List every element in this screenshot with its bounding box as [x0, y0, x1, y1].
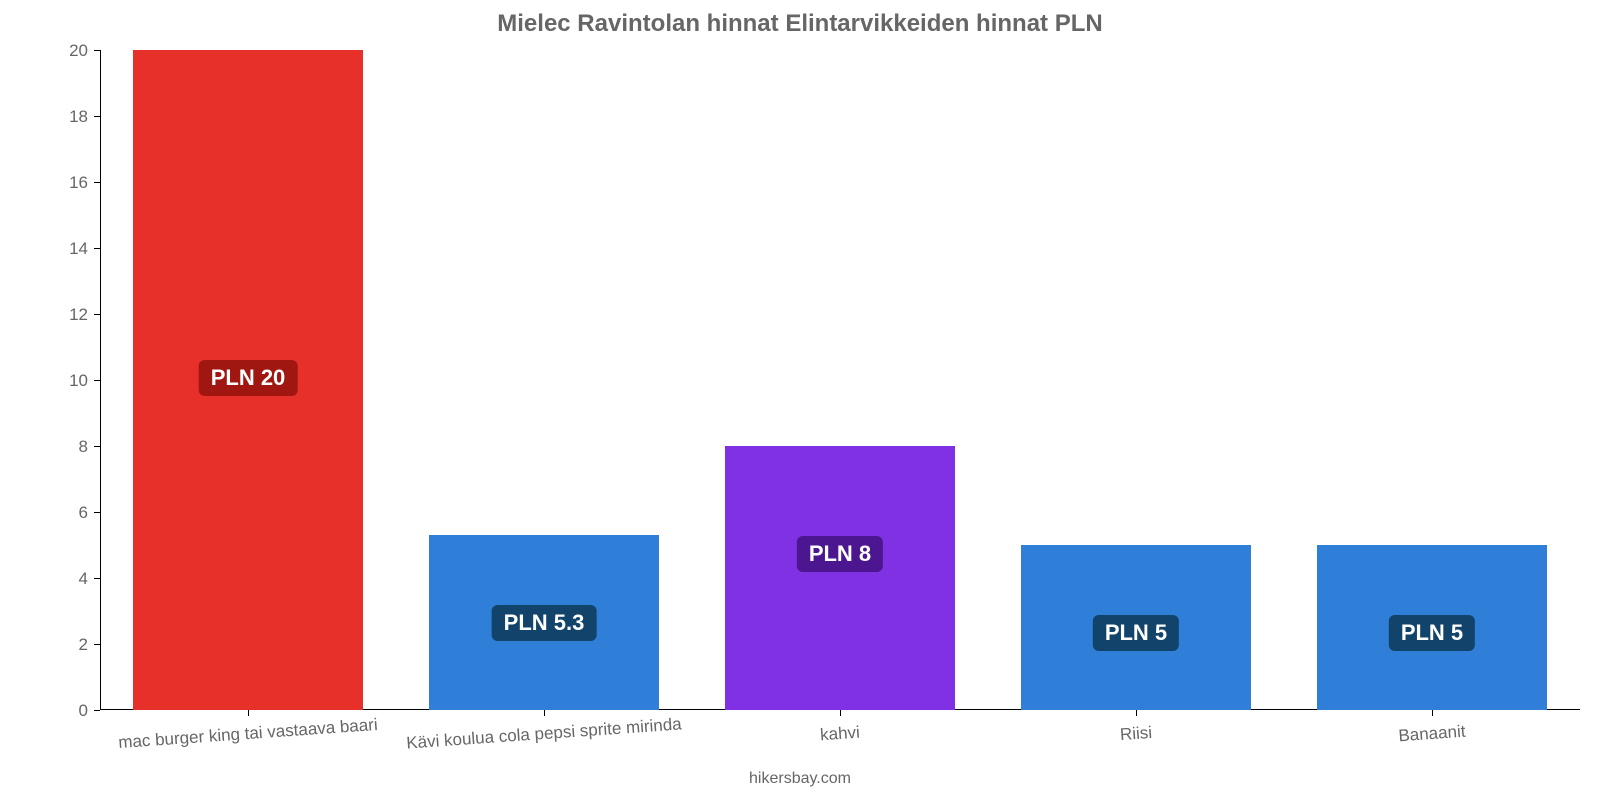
y-tick-label: 6: [79, 503, 88, 523]
y-tick-mark: [94, 710, 100, 711]
bar-value-label: PLN 5.3: [492, 605, 597, 641]
y-tick-mark: [94, 380, 100, 381]
y-tick-mark: [94, 116, 100, 117]
y-tick-mark: [94, 512, 100, 513]
y-tick-label: 20: [69, 41, 88, 61]
y-tick-label: 18: [69, 107, 88, 127]
y-tick-mark: [94, 182, 100, 183]
x-tick-mark: [1136, 710, 1137, 716]
y-tick-mark: [94, 314, 100, 315]
y-tick-label: 12: [69, 305, 88, 325]
y-tick-label: 2: [79, 635, 88, 655]
chart-title: Mielec Ravintolan hinnat Elintarvikkeide…: [0, 10, 1600, 38]
x-axis-label: mac burger king tai vastaava baari: [118, 715, 379, 753]
y-tick-mark: [94, 578, 100, 579]
x-axis-label: Banaanit: [1398, 722, 1466, 747]
x-tick-mark: [248, 710, 249, 716]
plot-area: 02468101214161820PLN 20PLN 5.3PLN 8PLN 5…: [100, 50, 1580, 710]
x-tick-mark: [544, 710, 545, 716]
x-axis-label: Kävi koulua cola pepsi sprite mirinda: [406, 714, 683, 753]
y-tick-label: 0: [79, 701, 88, 721]
bar-value-label: PLN 5: [1093, 615, 1179, 651]
x-axis-label: Riisi: [1119, 723, 1152, 745]
attribution: hikersbay.com: [0, 770, 1600, 788]
bar-value-label: PLN 8: [797, 536, 883, 572]
y-tick-label: 10: [69, 371, 88, 391]
y-tick-label: 16: [69, 173, 88, 193]
y-tick-label: 8: [79, 437, 88, 457]
chart-container: Mielec Ravintolan hinnat Elintarvikkeide…: [0, 0, 1600, 800]
y-tick-label: 4: [79, 569, 88, 589]
y-tick-mark: [94, 248, 100, 249]
x-tick-mark: [840, 710, 841, 716]
bar-value-label: PLN 5: [1389, 615, 1475, 651]
y-tick-label: 14: [69, 239, 88, 259]
x-tick-mark: [1432, 710, 1433, 716]
y-tick-mark: [94, 644, 100, 645]
x-axis-label: kahvi: [820, 723, 861, 746]
y-axis: [100, 50, 101, 710]
y-tick-mark: [94, 50, 100, 51]
y-tick-mark: [94, 446, 100, 447]
bar: [725, 446, 956, 710]
bar-value-label: PLN 20: [199, 360, 298, 396]
